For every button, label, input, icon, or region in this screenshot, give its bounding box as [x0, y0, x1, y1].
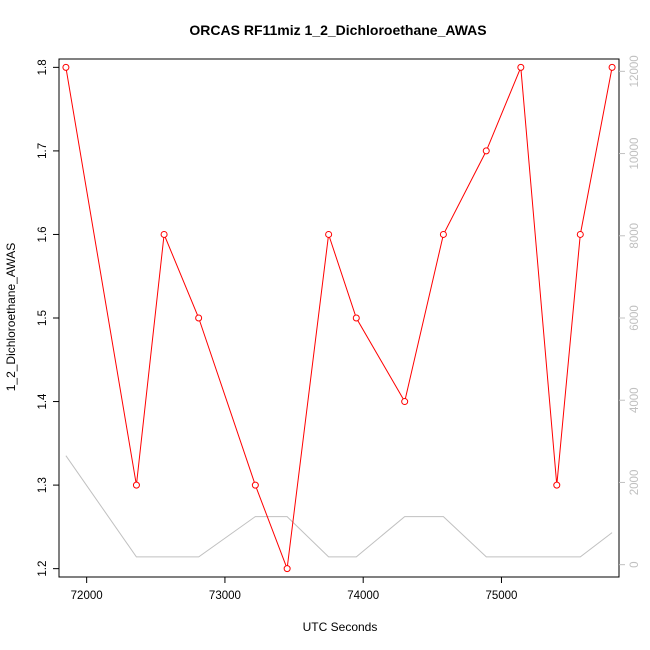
data-point	[62, 63, 70, 71]
y-axis-left: 1.2 1.3 1.4 1.5 1.6 1.7 1.8	[37, 59, 59, 577]
data-point	[553, 481, 561, 489]
x-axis: 72000 73000 74000 75000	[71, 577, 517, 602]
data-point	[517, 63, 525, 71]
data-point	[482, 147, 490, 155]
y2-tick-label: 6000	[629, 305, 641, 331]
y2-tick-label: 4000	[629, 387, 641, 413]
series-layer	[62, 63, 616, 573]
data-point	[608, 63, 616, 71]
y2-tick-label: 8000	[629, 223, 641, 249]
y2-tick-label: 12000	[629, 55, 641, 87]
y-tick-label: 1.3	[37, 477, 49, 493]
data-point	[195, 314, 203, 322]
y2-tick-label: 0	[629, 561, 641, 567]
y-axis-label: 1_2_Dichloroethane_AWAS	[4, 243, 18, 392]
y-tick-label: 1.4	[37, 393, 49, 410]
y2-tick-label: 10000	[629, 138, 641, 170]
x-tick-label: 74000	[347, 590, 379, 602]
data-point	[160, 230, 168, 238]
y-tick-label: 1.5	[37, 310, 49, 326]
x-tick-label: 73000	[209, 590, 241, 602]
x-tick-label: 75000	[485, 590, 517, 602]
data-point	[251, 481, 259, 489]
data-point	[283, 565, 291, 573]
x-tick-label: 72000	[71, 590, 103, 602]
y2-tick-label: 2000	[629, 470, 641, 496]
data-point	[576, 230, 584, 238]
plot-frame	[58, 58, 620, 578]
data-point	[352, 314, 360, 322]
chart-title: ORCAS RF11miz 1_2_Dichloroethane_AWAS	[189, 22, 486, 38]
series-right-line	[65, 455, 613, 558]
y-tick-label: 1.8	[37, 59, 49, 75]
data-point	[439, 230, 447, 238]
y-axis-right: 0 2000 4000 6000 8000 10000 12000	[619, 55, 641, 568]
data-point	[325, 230, 333, 238]
data-point	[132, 481, 140, 489]
y-tick-label: 1.6	[37, 226, 49, 242]
data-point	[401, 398, 409, 406]
x-axis-label: UTC Seconds	[303, 620, 378, 634]
y-tick-label: 1.7	[37, 143, 49, 159]
y-tick-label: 1.2	[37, 561, 49, 577]
series-left-line	[65, 67, 613, 569]
